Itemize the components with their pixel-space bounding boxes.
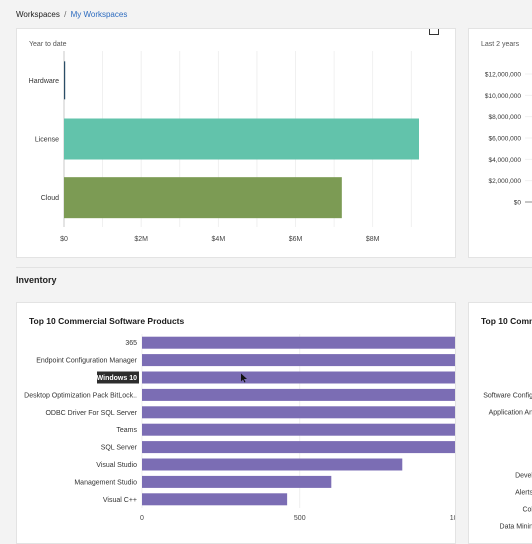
category-label: Alerts [515, 490, 532, 497]
top-10-right-card-title: Top 10 Comm [481, 316, 532, 326]
tick-label: $10,000,000 [485, 93, 522, 100]
breadcrumb-separator: / [64, 10, 67, 19]
category-label: License [35, 137, 59, 144]
breadcrumb-workspaces[interactable]: Workspaces [16, 10, 60, 19]
category-label: Software Config [483, 393, 532, 400]
expand-icon[interactable] [429, 29, 439, 35]
last-2-years-card: Last 2 years $12,000,000 $10,000,000 $8,00… [468, 28, 532, 258]
bar-management-studio [142, 475, 332, 488]
year-to-date-card: Year to date Hardware License Cloud $0 $2M $4… [16, 28, 456, 258]
breadcrumb: Workspaces / My Workspaces [16, 10, 127, 19]
section-divider [16, 267, 532, 268]
highlight-label-bg [97, 371, 139, 384]
breadcrumb-my-workspaces[interactable]: My Workspaces [70, 10, 128, 19]
category-label: Teams [116, 427, 137, 434]
bar-desktop-optimization-pack-bitlock [142, 388, 455, 401]
tick-label: $0 [60, 236, 68, 243]
top-10-card-title: Top 10 Commercial Software Products [29, 316, 185, 326]
category-label: Cloud [41, 195, 59, 202]
category-label: ODBC Driver For SQL Server [45, 410, 137, 417]
tick-label: 500 [294, 515, 306, 522]
bar-visual-studio [142, 458, 403, 471]
top-10-products-chart: 365 Endpoint Configuration Manager Windows… [24, 334, 455, 522]
category-label: Desktop Optimization Pack BitLock.. [24, 392, 137, 399]
bar-windows-10 [142, 371, 455, 384]
tick-label: $2,000,000 [488, 178, 521, 185]
category-label: Devel [515, 473, 532, 480]
category-label: Management Studio [74, 479, 137, 486]
bar-teams [142, 423, 455, 436]
category-label: Col [522, 507, 532, 514]
category-label: Application An [489, 410, 532, 417]
category-label: Hardware [29, 78, 59, 85]
bar-365 [142, 336, 455, 349]
bar-license [64, 118, 419, 160]
category-label: Visual Studio [96, 462, 137, 469]
bar-visual-c [142, 493, 288, 506]
bar-hardware [64, 61, 66, 100]
category-label: Endpoint Configuration Manager [36, 358, 137, 365]
top-10-right-card: Top 10 Comm Software Config Application A… [468, 302, 532, 544]
tick-label: $8M [366, 236, 380, 243]
tick-label: $4,000,000 [488, 157, 521, 164]
inventory-section-title: Inventory [16, 275, 57, 285]
bar-endpoint-configuration-manager [142, 354, 455, 367]
category-label: Visual C++ [103, 497, 137, 504]
bar-sql-server [142, 441, 455, 454]
category-label: Windows 10 [97, 375, 137, 382]
tick-label: $4M [212, 236, 226, 243]
category-label: 365 [125, 340, 137, 347]
bar-cloud [64, 177, 342, 219]
last-2-years-label: Last 2 years [481, 41, 520, 48]
bar-odbc-driver-for-sql-server [142, 406, 455, 419]
tick-label: $0 [514, 200, 522, 207]
year-to-date-chart: Hardware License Cloud $0 $2M $4M $6M $8M [29, 51, 419, 243]
year-to-date-label: Year to date [29, 41, 67, 48]
category-label: SQL Server [101, 445, 138, 452]
tick-label: 0 [140, 515, 144, 522]
tick-label: 1000 [450, 515, 455, 522]
tick-label: $2M [134, 236, 148, 243]
top-10-commercial-software-card: Top 10 Commercial Software Products 365 E… [16, 302, 456, 544]
tick-label: $8,000,000 [488, 114, 521, 121]
tick-label: $6M [289, 236, 303, 243]
category-label: Data Minin [500, 524, 532, 531]
last-2-years-chart: $12,000,000 $10,000,000 $8,000,000 $6,000,0… [485, 72, 532, 207]
top-10-right-chart: Software Config Application An Devel Alerts… [483, 393, 532, 531]
tick-label: $12,000,000 [485, 72, 522, 79]
mouse-cursor-icon [241, 373, 247, 383]
tick-label: $6,000,000 [488, 136, 521, 143]
